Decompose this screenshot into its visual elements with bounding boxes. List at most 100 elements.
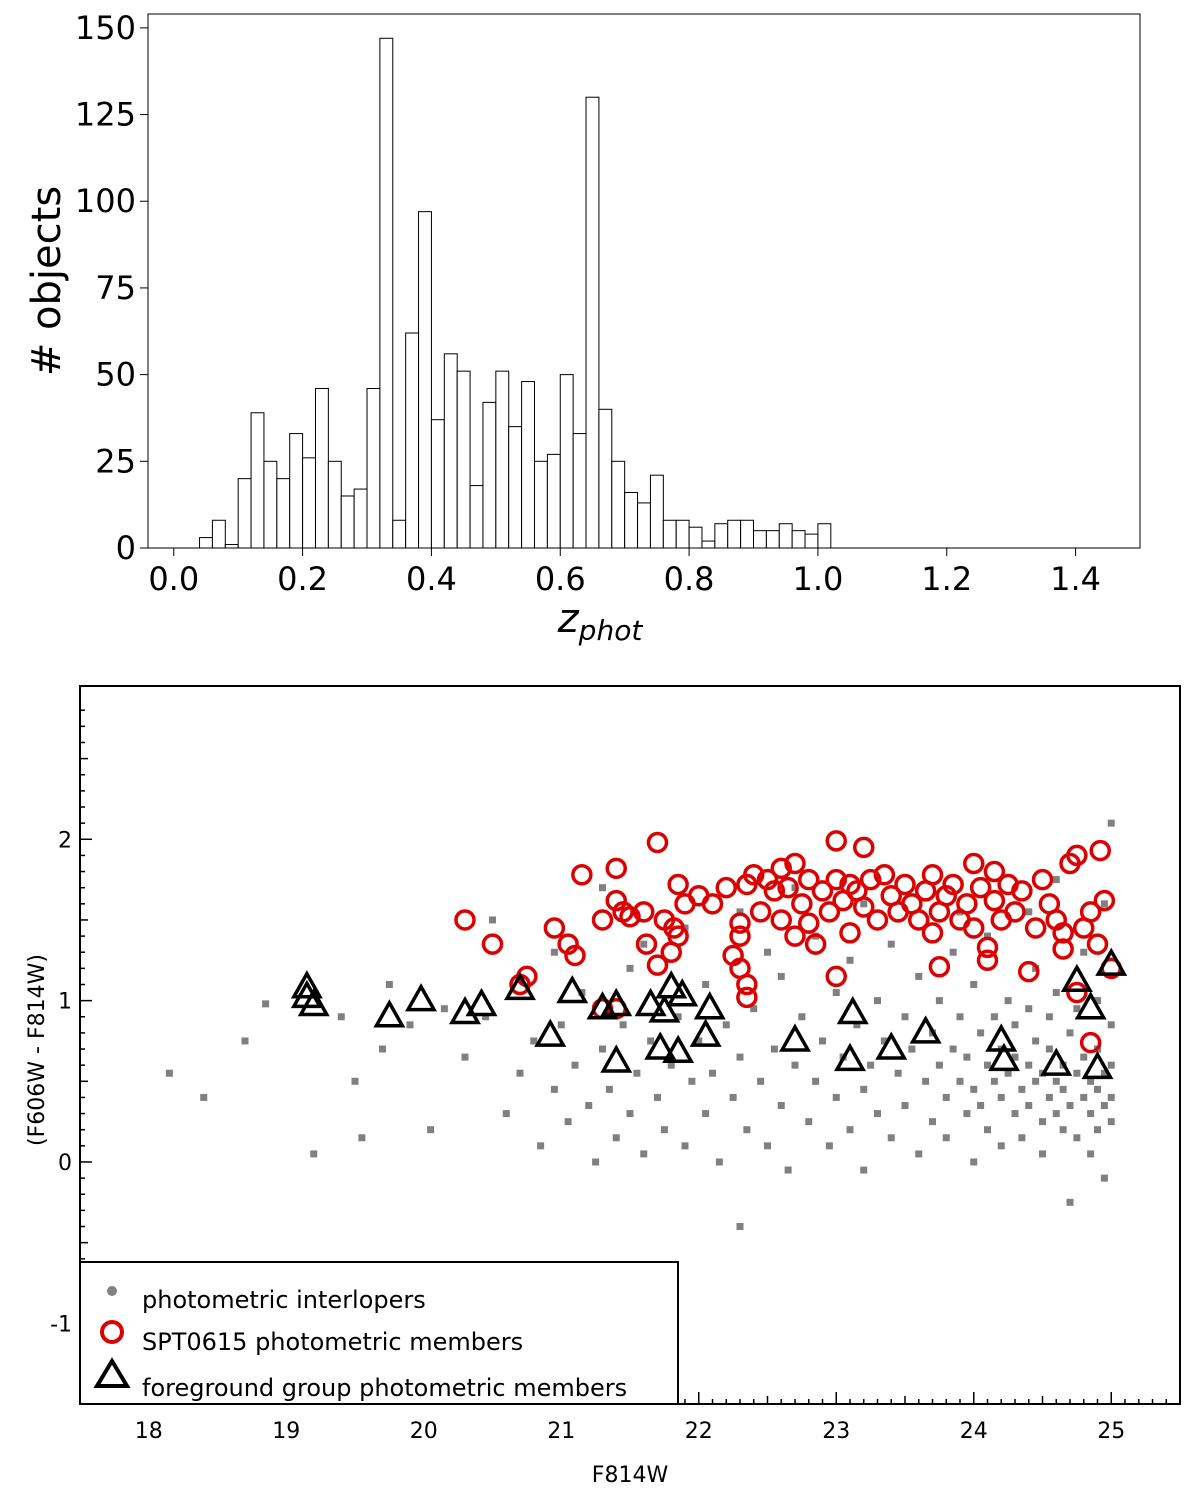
histogram-x-ticks: 0.0 0.2 0.4 0.6 0.8 1.0 1.2 1.4 — [148, 548, 1101, 598]
spt0615-member-point — [605, 857, 627, 880]
spt0615-member-point — [894, 873, 916, 896]
foreground-member-point — [1074, 991, 1107, 1020]
spt0615-member-point — [557, 933, 579, 955]
histogram-x-tick-label: 0.6 — [535, 560, 586, 598]
interloper-point — [832, 1093, 840, 1101]
histogram-bar — [263, 460, 278, 549]
spt0615-member-point — [564, 944, 586, 967]
interloper-point — [949, 948, 957, 956]
interloper-point — [901, 1102, 909, 1110]
interloper-point — [654, 1093, 661, 1101]
spt0615-member-point — [1066, 844, 1088, 867]
histogram-bar — [714, 523, 729, 549]
histogram-x-tick-label: 1.4 — [1050, 560, 1101, 598]
scatter-y-tick-label: 2 — [58, 828, 72, 853]
spt0615-member-point — [1089, 839, 1111, 862]
foreground-member-point — [662, 1034, 695, 1064]
histogram-bar — [521, 381, 535, 549]
interloper-point — [262, 1000, 270, 1008]
interloper-point — [1039, 1150, 1046, 1158]
interloper-point — [970, 980, 978, 988]
spt0615-member-point — [1024, 917, 1047, 939]
spt0615-member-point — [619, 905, 641, 928]
interloper-point — [1004, 997, 1012, 1005]
interloper-point — [709, 1069, 716, 1077]
interloper-point — [929, 1118, 936, 1126]
spt0615-member-point — [921, 922, 944, 944]
scatter-x-tick-label: 19 — [272, 1419, 300, 1444]
interloper-point — [784, 1166, 792, 1174]
histogram-bar — [469, 485, 484, 549]
histogram-bar — [778, 523, 793, 549]
histogram-bar — [675, 519, 690, 549]
spt0615-member-point — [825, 868, 847, 891]
interloper-point — [984, 1126, 991, 1134]
spt0615-member-point — [729, 925, 751, 947]
scatter-x-tick-label: 20 — [410, 1419, 438, 1444]
histogram-bar — [211, 519, 226, 549]
spt0615-member-point — [777, 876, 799, 899]
interloper-point — [1107, 1093, 1115, 1101]
scatter-panel: 18 19 20 21 22 23 24 25 -1 0 1 2 F814W (F606W - F8… — [25, 685, 1181, 1488]
interloper-point — [1094, 997, 1101, 1005]
spt0615-member-point — [935, 885, 957, 907]
interloper-point — [750, 1005, 758, 1013]
interloper-point — [1066, 1102, 1074, 1110]
interloper-point — [571, 1061, 579, 1069]
histogram-panel: 0.0 0.2 0.4 0.6 0.8 1.0 1.2 1.4 0 25 50 75 100 125 15… — [24, 9, 1141, 647]
interloper-point — [1073, 1069, 1081, 1077]
interloper-point — [1107, 1021, 1115, 1029]
interloper-point — [1025, 1102, 1033, 1110]
interloper-point — [1052, 876, 1060, 884]
histogram-bar — [637, 502, 651, 549]
interloper-point — [887, 940, 895, 948]
spt0615-member-point — [667, 925, 689, 947]
histogram-bar — [753, 530, 767, 549]
histogram-y-tick-label: 50 — [95, 356, 136, 394]
interloper-point — [1052, 989, 1060, 997]
scatter-x-tick-label: 18 — [135, 1419, 163, 1444]
spt0615-member-point — [633, 901, 655, 923]
interloper-point — [853, 1021, 861, 1029]
interloper-point — [942, 1093, 950, 1101]
scatter-x-tick-label: 21 — [547, 1419, 575, 1444]
interloper-point — [1100, 1174, 1108, 1182]
interloper-point — [1032, 1077, 1040, 1085]
spt0615-member-point — [1018, 960, 1040, 983]
interloper-point — [1045, 1045, 1053, 1053]
interloper-point — [585, 1102, 593, 1110]
foreground-member-point — [405, 983, 437, 1012]
histogram-bar — [804, 533, 819, 549]
histogram-bar — [727, 519, 742, 549]
histogram-y-tick-label: 150 — [75, 9, 136, 47]
spt0615-member-point — [543, 917, 566, 939]
histogram-bar — [572, 433, 587, 549]
interloper-point — [743, 1126, 751, 1134]
interloper-point — [736, 908, 744, 916]
interloper-point — [660, 1126, 668, 1134]
legend-marker-foreground-icon — [93, 1357, 131, 1388]
spt0615-member-point — [921, 864, 944, 886]
spt0615-member-point — [605, 889, 627, 912]
interloper-point — [688, 1077, 696, 1085]
histogram-bar — [495, 370, 510, 549]
spt0615-member-point — [873, 864, 896, 886]
interloper-point — [427, 1126, 435, 1134]
interloper-point — [949, 1045, 957, 1053]
interloper-point — [695, 1037, 703, 1045]
spt0615-member-point — [963, 852, 985, 875]
interloper-point — [984, 1061, 991, 1069]
histogram-x-axis-label: zphot — [557, 596, 644, 647]
interloper-point — [915, 1150, 923, 1158]
interloper-point — [605, 1085, 613, 1093]
interloper-point — [825, 1142, 833, 1150]
histogram-bar — [508, 426, 523, 549]
scatter-points — [165, 819, 1128, 1231]
spt0615-member-point — [853, 836, 875, 859]
interloper-point — [640, 1150, 648, 1158]
interloper-point — [860, 900, 868, 908]
spt0615-member-point — [729, 912, 751, 934]
histogram-bar — [585, 96, 600, 549]
spt0615-member-point — [1031, 868, 1054, 891]
spt0615-member-point — [942, 873, 964, 896]
